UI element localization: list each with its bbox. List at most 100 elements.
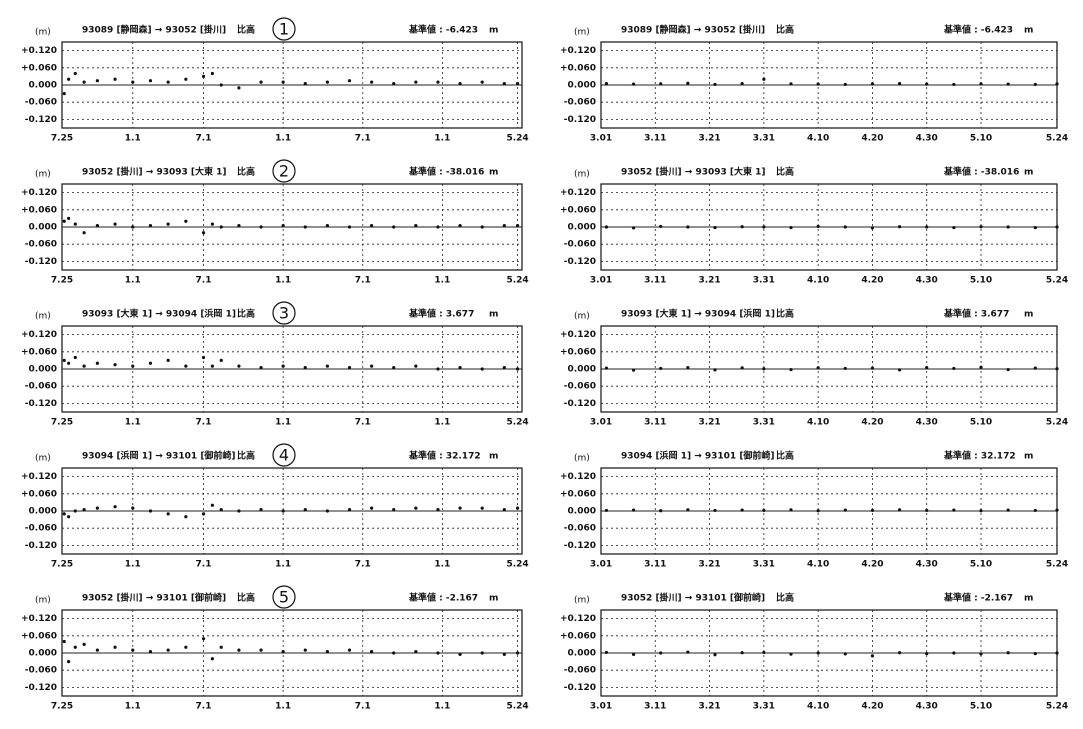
point xyxy=(870,366,875,370)
point xyxy=(62,92,66,96)
point xyxy=(347,79,352,83)
x-tick-label: 3.21 xyxy=(698,560,720,570)
point xyxy=(1055,508,1059,512)
x-tick-label: 4.30 xyxy=(916,134,938,144)
point xyxy=(82,80,86,84)
point xyxy=(659,224,663,229)
point xyxy=(1055,367,1059,371)
y-tick-label: -0.060 xyxy=(25,524,57,534)
point xyxy=(436,367,440,371)
y-tick-label: 0.000 xyxy=(568,223,596,233)
x-tick-label: 1.1 xyxy=(434,560,450,570)
point xyxy=(166,648,170,652)
x-tick-label: 4.20 xyxy=(861,134,883,144)
point xyxy=(392,225,396,229)
x-tick-label: 7.1 xyxy=(355,276,371,286)
reference-value: 基準値 : 3.677 xyxy=(943,308,1009,320)
point xyxy=(62,219,66,223)
point xyxy=(1033,508,1037,513)
point xyxy=(148,361,153,365)
point xyxy=(789,82,793,86)
point xyxy=(303,365,307,370)
point xyxy=(789,367,793,372)
x-tick-label: 3.21 xyxy=(698,276,720,286)
chart-title: 93094 [浜岡 1] → 93101 [御前崎] xyxy=(621,450,775,462)
x-tick-label: 3.21 xyxy=(698,134,720,144)
point xyxy=(659,651,663,655)
point xyxy=(219,83,223,87)
y-tick-label: 0.000 xyxy=(29,81,57,91)
point xyxy=(604,650,609,655)
y-tick-label: +0.060 xyxy=(560,631,596,641)
y-tick-label: +0.060 xyxy=(21,63,57,73)
y-tick-label: -0.060 xyxy=(25,666,57,676)
y-axis-label: (m) xyxy=(574,312,590,322)
point xyxy=(515,506,520,510)
y-tick-label: -0.060 xyxy=(564,666,596,676)
point xyxy=(740,366,744,370)
point xyxy=(631,508,636,512)
point xyxy=(73,355,77,360)
point xyxy=(237,648,241,652)
point xyxy=(816,82,820,86)
point xyxy=(631,82,636,86)
x-tick-label: 5.24 xyxy=(1046,560,1068,570)
y-tick-label: -0.120 xyxy=(564,541,596,551)
unit: m xyxy=(489,594,498,604)
x-tick-label: 7.1 xyxy=(196,418,212,428)
point xyxy=(897,508,902,512)
y-tick-label: -0.120 xyxy=(564,399,596,409)
point xyxy=(870,654,875,658)
point xyxy=(843,366,847,371)
point xyxy=(303,507,307,512)
point xyxy=(201,355,206,360)
annotation-circle xyxy=(272,301,296,325)
point xyxy=(281,509,285,513)
unit: m xyxy=(1024,594,1033,604)
point xyxy=(281,649,285,654)
point xyxy=(480,80,484,84)
point xyxy=(604,81,609,86)
point xyxy=(414,364,418,368)
y-tick-label: +0.060 xyxy=(560,205,596,215)
x-tick-label: 3.31 xyxy=(753,276,775,286)
point xyxy=(436,80,440,84)
point xyxy=(604,508,609,513)
chart-subtitle: 比高 xyxy=(237,592,255,604)
point xyxy=(259,507,263,512)
point xyxy=(1006,367,1010,372)
chart-title: 93052 [掛川] → 93093 [大東 1] xyxy=(621,166,766,178)
point xyxy=(67,77,71,81)
point xyxy=(686,225,690,229)
point xyxy=(631,368,636,372)
x-tick-label: 5.24 xyxy=(506,276,528,286)
unit: m xyxy=(489,168,498,178)
y-tick-label: +0.060 xyxy=(21,489,57,499)
point xyxy=(73,71,77,76)
y-tick-label: +0.120 xyxy=(21,614,57,624)
point xyxy=(604,225,609,229)
point xyxy=(201,74,206,78)
point xyxy=(95,506,99,510)
point xyxy=(1055,82,1059,86)
plot-frame xyxy=(61,183,523,271)
point xyxy=(659,82,663,86)
annotation-circle xyxy=(272,17,296,41)
x-tick-label: 3.31 xyxy=(753,134,775,144)
point xyxy=(347,365,352,370)
point xyxy=(95,361,99,365)
point xyxy=(325,223,329,228)
point xyxy=(184,77,188,81)
point xyxy=(458,506,462,510)
point xyxy=(131,225,135,229)
point xyxy=(515,223,520,228)
reference-value: 基準値 : -2.167 xyxy=(408,592,478,604)
point xyxy=(1033,651,1037,656)
x-tick-label: 7.1 xyxy=(196,560,212,570)
point xyxy=(1055,225,1059,229)
x-tick-label: 1.1 xyxy=(434,134,450,144)
x-tick-label: 4.30 xyxy=(916,418,938,428)
x-tick-label: 5.24 xyxy=(506,134,528,144)
x-tick-label: 7.25 xyxy=(51,702,73,712)
reference-value: 基準値 : -38.016 xyxy=(943,166,1019,178)
